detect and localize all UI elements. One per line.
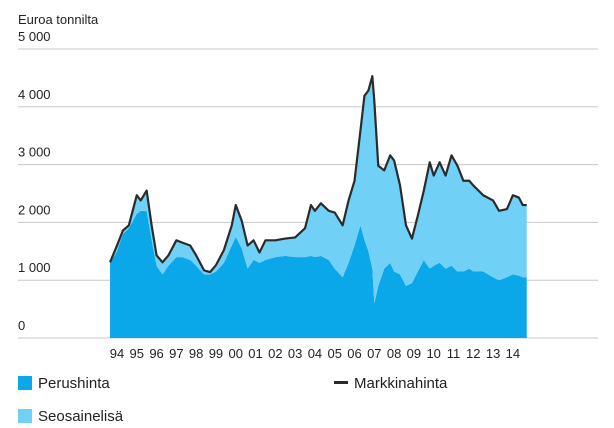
x-tick-label: 11 [447,346,461,361]
legend-swatch [18,376,32,390]
y-tick-label: 2 000 [18,202,51,217]
x-tick-label: 98 [189,346,203,361]
y-tick-label: 3 000 [18,145,51,160]
x-tick-label: 05 [327,346,341,361]
x-tick-label: 07 [367,346,381,361]
area [110,76,527,304]
legend-swatch [334,381,348,384]
x-tick-label: 09 [407,346,421,361]
y-tick-label: 0 [18,318,25,333]
area [110,210,527,338]
legend-label: Seosainelisä [38,408,124,425]
x-tick-label: 10 [426,346,440,361]
x-tick-label: 97 [169,346,183,361]
y-tick-label: 5 000 [18,29,51,44]
x-tick-label: 13 [486,346,500,361]
x-tick-label: 06 [347,346,361,361]
y-axis-label: Euroa tonnilta [18,12,99,27]
x-tick-label: 08 [387,346,401,361]
y-tick-label: 4 000 [18,87,51,102]
x-tick-label: 04 [308,346,322,361]
line [109,75,527,274]
x-tick-label: 14 [506,346,520,361]
legend-swatch [18,409,32,423]
x-tick-label: 95 [130,346,144,361]
x-tick-label: 01 [248,346,262,361]
y-tick-label: 1 000 [18,260,51,275]
x-tick-label: 94 [110,346,124,361]
legend-label: Markkinahinta [354,375,448,392]
x-tick-label: 12 [466,346,480,361]
x-tick-label: 03 [288,346,302,361]
x-tick-label: 00 [229,346,243,361]
x-tick-label: 99 [209,346,223,361]
x-tick-label: 96 [149,346,163,361]
legend-label: Perushinta [38,375,110,392]
x-tick-label: 02 [268,346,282,361]
